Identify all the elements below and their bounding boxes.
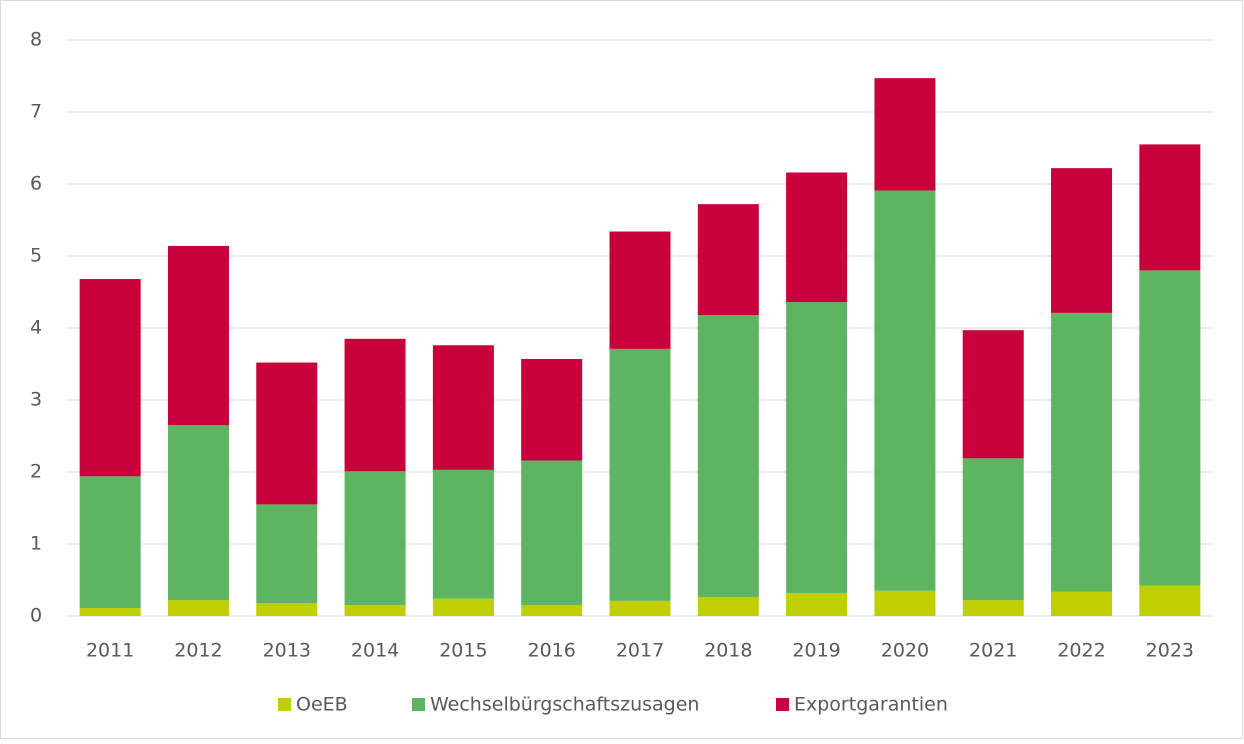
legend-label: Exportgarantien: [794, 694, 948, 716]
bar-segment: [1139, 270, 1201, 586]
bar-segment: [79, 279, 141, 477]
bar-segment: [79, 476, 141, 609]
x-tick-label: 2018: [704, 640, 752, 662]
bar-segment: [256, 504, 318, 604]
y-tick-label: 4: [30, 317, 42, 339]
bar-segment: [521, 460, 583, 606]
bar-segment: [344, 338, 406, 472]
x-tick-label: 2017: [616, 640, 664, 662]
bar-segment: [786, 592, 848, 616]
x-tick-label: 2011: [86, 640, 134, 662]
x-tick-label: 2015: [439, 640, 487, 662]
bar-segment: [874, 190, 936, 591]
y-tick-label: 0: [30, 605, 42, 627]
x-tick-label: 2013: [263, 640, 311, 662]
y-tick-label: 7: [30, 101, 42, 123]
bar-segment: [874, 78, 936, 191]
x-tick-label: 2021: [969, 640, 1017, 662]
legend-swatch: [412, 698, 425, 711]
y-tick-label: 2: [30, 461, 42, 483]
y-tick-label: 3: [30, 389, 42, 411]
legend-label: OeEB: [296, 694, 348, 716]
bar-segment: [167, 245, 229, 426]
legend-swatch: [278, 698, 291, 711]
bar-segment: [521, 605, 583, 616]
bar-segment: [344, 471, 406, 606]
bar-segment: [786, 302, 848, 593]
x-tick-label: 2019: [792, 640, 840, 662]
y-tick-label: 1: [30, 533, 42, 555]
x-tick-label: 2023: [1146, 640, 1194, 662]
bar-segment: [1139, 585, 1201, 616]
bar-segment: [697, 315, 759, 598]
x-tick-label: 2022: [1057, 640, 1105, 662]
bar-segment: [432, 598, 494, 616]
bar-segment: [167, 600, 229, 616]
bar-segment: [432, 345, 494, 470]
bar-segment: [609, 600, 671, 616]
bar-segment: [962, 458, 1024, 601]
bar-segment: [1051, 168, 1113, 313]
bar-segment: [962, 330, 1024, 459]
bar-segment: [1051, 312, 1113, 592]
bar-segment: [256, 603, 318, 616]
bar-segment: [874, 590, 936, 616]
bar-segment: [609, 348, 671, 601]
bar-segment: [786, 172, 848, 303]
x-tick-label: 2020: [881, 640, 929, 662]
bar-segment: [697, 204, 759, 316]
y-tick-label: 8: [30, 29, 42, 51]
x-tick-label: 2014: [351, 640, 399, 662]
bar-segment: [962, 600, 1024, 616]
bar-segment: [609, 231, 671, 349]
x-tick-label: 2016: [528, 640, 576, 662]
y-tick-label: 6: [30, 173, 42, 195]
x-tick-label: 2012: [174, 640, 222, 662]
legend-swatch: [776, 698, 789, 711]
bar-segment: [344, 605, 406, 616]
bar-segment: [432, 469, 494, 599]
y-tick-label: 5: [30, 245, 42, 267]
bar-segment: [697, 597, 759, 616]
legend-label: Wechselbürgschaftszusagen: [430, 694, 699, 716]
bar-segment: [79, 608, 141, 616]
bar-segment: [167, 425, 229, 601]
bar-segment: [521, 358, 583, 461]
bar-segment: [1051, 591, 1113, 616]
bar-segment: [1139, 144, 1201, 271]
bar-segment: [256, 362, 318, 505]
